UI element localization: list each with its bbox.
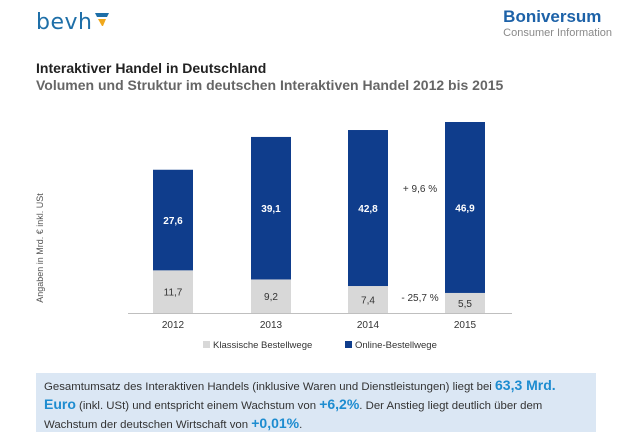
boniversum-logo: Boniversum Consumer Information <box>503 7 612 40</box>
boniversum-logo-sub: Consumer Information <box>503 27 612 39</box>
label-online-2014: 42,8 <box>358 204 378 215</box>
bar-classic-2015 <box>445 292 485 313</box>
summary-text-4: . <box>299 419 303 431</box>
summary-highlight-total: 63,3 Mrd. Euro <box>44 377 556 412</box>
summary-highlight-growth: +6,2% <box>319 396 360 412</box>
bar-classic-2014 <box>348 286 388 313</box>
x-tick-label-2013: 2013 <box>260 320 283 331</box>
boniversum-logo-name: Boniversum <box>503 7 602 26</box>
x-tick-label-2014: 2014 <box>357 320 380 331</box>
summary-box: Gesamtumsatz des Interaktiven Handels (i… <box>36 373 596 432</box>
bar-online-2012 <box>153 169 193 271</box>
bevh-logo: bevh <box>36 10 110 35</box>
legend-label-classic: Klassische Bestellwege <box>213 340 312 351</box>
bar-classic-2013 <box>251 279 291 313</box>
summary-highlight-economy: +0,01% <box>251 415 300 431</box>
bar-online-2014 <box>348 130 388 287</box>
legend-swatch-classic <box>203 341 210 348</box>
bar-classic-2012 <box>153 270 193 313</box>
label-classic-2013: 9,2 <box>264 292 278 303</box>
stacked-bar-chart: Angaben in Mrd. € inkl. USt 11,7 27,6 2012 9… <box>35 122 512 351</box>
bevh-logo-mark-icon <box>95 12 110 26</box>
legend-label-online: Online-Bestellwege <box>355 340 437 351</box>
bevh-logo-text: bevh <box>36 10 93 35</box>
bar-online-2015 <box>445 122 485 293</box>
page-title: Interaktiver Handel in Deutschland <box>36 60 267 76</box>
label-online-2012: 27,6 <box>163 216 183 227</box>
annotation-classic-decline: - 25,7 % <box>401 293 438 304</box>
label-classic-2014: 7,4 <box>361 296 375 307</box>
summary-text-1: Gesamtumsatz des Interaktiven Handels (i… <box>44 381 495 393</box>
page-subtitle: Volumen und Struktur im deutschen Intera… <box>36 77 504 93</box>
legend-swatch-online <box>345 341 352 348</box>
label-classic-2012: 11,7 <box>164 288 183 299</box>
x-tick-label-2012: 2012 <box>162 320 185 331</box>
annotation-online-growth: + 9,6 % <box>403 184 437 195</box>
bar-online-2013 <box>251 136 291 280</box>
label-online-2015: 46,9 <box>455 203 475 214</box>
summary-text-2: (inkl. USt) und entspricht einem Wachstu… <box>75 400 320 412</box>
summary-text-3: . Der Anstieg liegt deutlich über dem Wa… <box>44 400 543 431</box>
label-online-2013: 39,1 <box>261 204 281 215</box>
x-tick-label-2015: 2015 <box>454 320 477 331</box>
label-classic-2015: 5,5 <box>458 299 472 310</box>
y-axis-label: Angaben in Mrd. € inkl. USt <box>35 193 45 303</box>
